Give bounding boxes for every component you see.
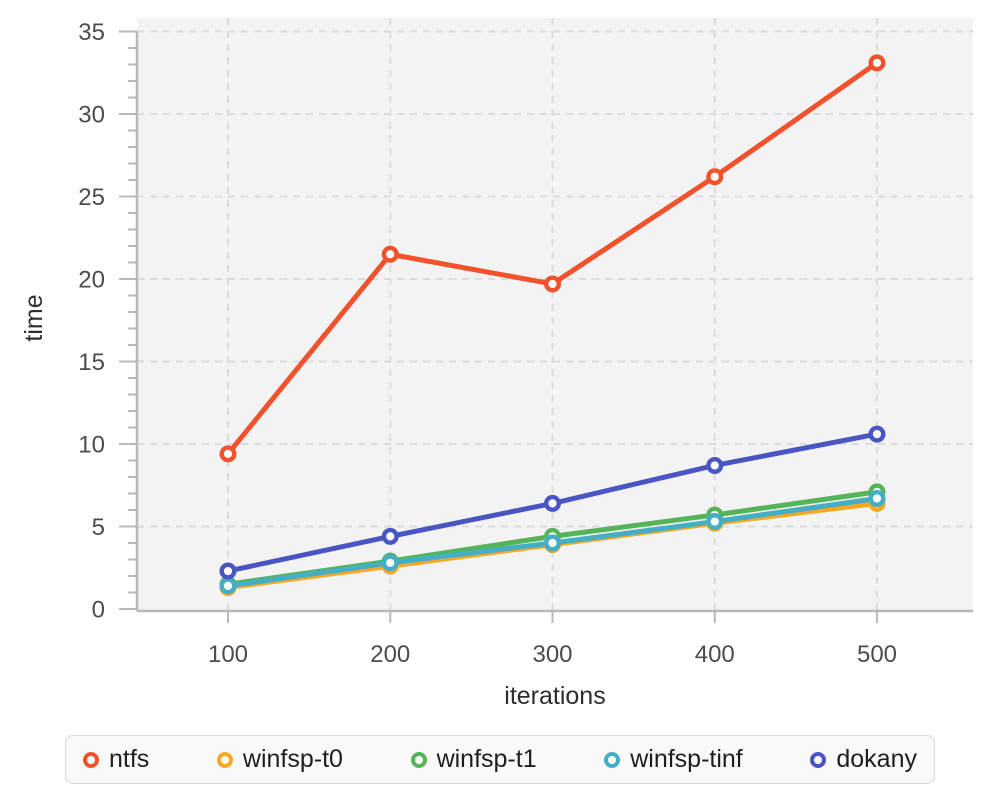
legend-marker-winfsp-t1 <box>410 751 427 768</box>
marker-winfsp-tinf-400 <box>706 513 724 531</box>
y-tick-label-20: 20 <box>78 267 105 294</box>
x-tick-label-200: 200 <box>370 641 410 668</box>
marker-dokany-300 <box>544 494 562 512</box>
plot-panel <box>137 18 973 611</box>
legend-item-ntfs: ntfs <box>83 745 149 774</box>
marker-dokany-100 <box>219 562 237 580</box>
x-tick-label-100: 100 <box>208 641 248 668</box>
y-tick-label-15: 15 <box>78 349 105 376</box>
legend-item-winfsp-t0: winfsp-t0 <box>216 745 343 774</box>
marker-ntfs-300 <box>544 275 562 293</box>
legend-marker-ntfs <box>83 751 99 768</box>
legend-label-winfsp-t1: winfsp-t1 <box>436 745 537 773</box>
marker-winfsp-tinf-500 <box>868 489 886 507</box>
legend: ntfs winfsp-t0 winfsp-t1 winfsp-tinf dokany <box>65 735 935 784</box>
x-tick-label-300: 300 <box>532 641 572 668</box>
y-tick-label-0: 0 <box>92 597 105 624</box>
legend-label-winfsp-t0: winfsp-t0 <box>242 745 343 773</box>
x-tick-label-500: 500 <box>857 641 897 668</box>
y-tick-label-30: 30 <box>78 102 105 129</box>
x-axis-title: iterations <box>504 682 605 710</box>
y-tick-label-25: 25 <box>78 184 105 211</box>
y-tick-label-35: 35 <box>78 19 105 46</box>
legend-label-dokany: dokany <box>836 745 917 773</box>
y-axis-title: time <box>20 294 48 341</box>
legend-item-winfsp-t1: winfsp-t1 <box>410 745 537 774</box>
legend-item-dokany: dokany <box>810 745 917 774</box>
marker-ntfs-400 <box>706 168 724 186</box>
marker-ntfs-500 <box>868 54 886 72</box>
marker-dokany-500 <box>868 425 886 443</box>
marker-dokany-400 <box>706 456 724 474</box>
legend-marker-winfsp-tinf <box>604 751 621 768</box>
marker-winfsp-tinf-200 <box>381 554 399 572</box>
marker-dokany-200 <box>381 527 399 545</box>
marker-ntfs-100 <box>219 445 237 463</box>
marker-winfsp-tinf-300 <box>544 534 562 552</box>
y-tick-label-5: 5 <box>92 514 105 541</box>
marker-ntfs-200 <box>381 245 399 263</box>
legend-label-ntfs: ntfs <box>109 745 150 773</box>
legend-label-winfsp-tinf: winfsp-tinf <box>630 745 743 773</box>
legend-item-winfsp-tinf: winfsp-tinf <box>604 745 743 774</box>
legend-marker-dokany <box>810 751 827 768</box>
plot-area: 0 5 10 15 20 25 30 35 100 200 300 400 500 iterations… <box>20 18 973 710</box>
y-tick-label-10: 10 <box>78 432 105 459</box>
legend-marker-winfsp-t0 <box>216 751 233 768</box>
x-tick-label-400: 400 <box>695 641 735 668</box>
marker-winfsp-tinf-100 <box>219 577 237 595</box>
